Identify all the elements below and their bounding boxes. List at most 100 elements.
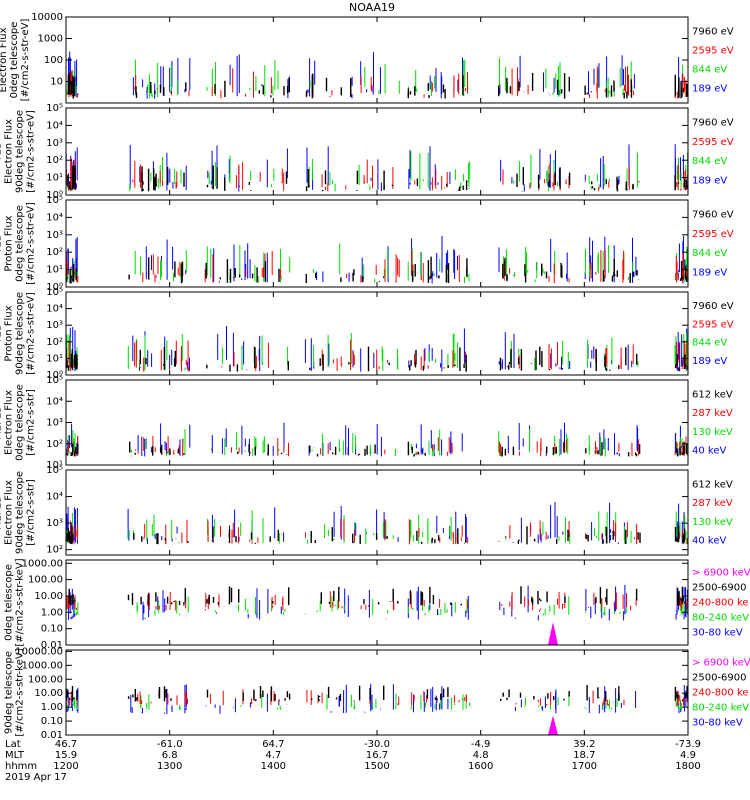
y-tick-label: 10⁵ bbox=[46, 375, 63, 386]
x-tick-label-mlt: 6.8 bbox=[162, 750, 178, 761]
x-tick-label-hhmm: 1200 bbox=[53, 761, 78, 772]
panel-5: 10⁵ 10⁴ 10³ 10² 10¹ MEPEDElectron Flux0deg te… bbox=[0, 375, 733, 471]
y-tick-label: 10² bbox=[46, 439, 63, 450]
y-tick-label: 10¹ bbox=[46, 353, 63, 364]
y-tick-label: 10000 bbox=[31, 12, 63, 23]
y-tick-label: 10¹ bbox=[46, 265, 63, 276]
figure-title: NOAA19 bbox=[349, 1, 395, 14]
y-tick-label: 10¹ bbox=[46, 460, 63, 471]
y-axis-label-line: [#/cm2-s-str-eV] bbox=[26, 110, 37, 193]
x-tick-label-hhmm: 1600 bbox=[468, 761, 493, 772]
y-tick-label: 10⁴ bbox=[46, 304, 63, 315]
legend-entry: > 6900 keV bbox=[692, 568, 750, 579]
y-tick-label: 10³ bbox=[46, 418, 63, 429]
panel-8: 10000.00 1000.00 100.00 10.00 1.00 0.10 0.01 90… bbox=[4, 646, 750, 741]
x-tick-label-hhmm: 1400 bbox=[261, 761, 286, 772]
y-tick-label: 10⁰ bbox=[46, 282, 63, 293]
y-tick-label: 1.00 bbox=[41, 702, 63, 713]
y-axis-label-line: TED bbox=[0, 141, 4, 162]
x-row-label: hhmm bbox=[5, 761, 37, 772]
y-tick-label: 10⁴ bbox=[46, 396, 63, 407]
legend-entry: 612 keV bbox=[692, 479, 733, 490]
y-tick-label: 10³ bbox=[46, 518, 63, 529]
legend-entry: 189 eV bbox=[692, 356, 727, 367]
y-axis-label-line: [#/cm2-s-str] bbox=[26, 479, 37, 546]
y-axis-label-line: Proton Flux bbox=[4, 305, 15, 361]
x-tick-label-lat: -73.9 bbox=[675, 739, 701, 750]
x-tick-label-lat: -4.9 bbox=[471, 739, 491, 750]
y-axis-label-line: [#/cm2-s-str-eV] bbox=[26, 202, 37, 285]
legend-entry: 2500-6900 bbox=[692, 673, 747, 684]
y-axis-label-line: Electron Flux bbox=[4, 480, 15, 545]
y-axis-label-line: Proton Flux bbox=[4, 215, 15, 271]
y-axis-label-line: 0deg telescope bbox=[15, 384, 26, 461]
y-tick-label: 10.00 bbox=[34, 591, 63, 602]
legend-entry: 844 eV bbox=[692, 156, 727, 167]
x-row-label: Lat bbox=[5, 739, 21, 750]
panel-7-data bbox=[66, 584, 688, 645]
panel-4: 10⁵ 10⁴ 10³ 10² 10¹ 10⁰ TEDProton Flux90deg te… bbox=[0, 287, 734, 381]
y-axis-label-line: [#/cm2-s-str-eV] bbox=[26, 292, 37, 375]
x-tick-label-mlt: 15.9 bbox=[55, 750, 77, 761]
y-tick-label: 10⁵ bbox=[46, 195, 63, 206]
panel-6: 10⁵ 10⁴ 10³ 10² MEPEDElectron Flux90deg tele… bbox=[0, 465, 733, 556]
legend-entry: 30-80 keV bbox=[692, 628, 743, 639]
legend-entry: 287 keV bbox=[692, 408, 733, 419]
x-tick-label-hhmm: 1800 bbox=[675, 761, 700, 772]
y-tick-label: 100 bbox=[44, 55, 63, 66]
y-axis-label-line: MEPED bbox=[0, 405, 4, 440]
x-tick-label-lat: 39.2 bbox=[573, 739, 595, 750]
legend-entry: 189 eV bbox=[692, 175, 727, 186]
y-axis-label-line: [#/cm2-s-str-keV] bbox=[15, 558, 26, 646]
y-axis-label: TEDProton Flux90deg telescope[#/cm2-s-st… bbox=[0, 292, 37, 375]
y-tick-label: 10000.00 bbox=[15, 646, 63, 657]
legend-entry: 7960 eV bbox=[692, 27, 734, 38]
date-label: 2019 Apr 17 bbox=[5, 772, 67, 783]
y-axis-label-line: 0deg telescope bbox=[15, 205, 26, 282]
y-tick-label: 10² bbox=[46, 247, 63, 258]
panel-1-data bbox=[66, 51, 688, 99]
y-axis-label: MEPEDElectron Flux90deg telescope[#/cm2-… bbox=[0, 471, 37, 554]
y-tick-label: 10⁰ bbox=[46, 190, 63, 201]
legend-entry: 80-240 keV bbox=[692, 613, 749, 624]
legend-entry: 40 keV bbox=[692, 536, 726, 547]
legend-entry: 2595 eV bbox=[692, 46, 734, 57]
y-axis-label-line: [#/cm2-s-str-keV] bbox=[15, 648, 26, 736]
y-axis-label-line: MEPED bbox=[0, 495, 4, 530]
y-axis-label-line: TED bbox=[0, 233, 4, 254]
x-tick-label-hhmm: 1300 bbox=[157, 761, 182, 772]
x-tick-label-mlt: 4.8 bbox=[473, 750, 489, 761]
x-tick-label-mlt: 16.7 bbox=[366, 750, 388, 761]
x-tick-label-mlt: 4.7 bbox=[265, 750, 281, 761]
legend-entry: 2595 eV bbox=[692, 137, 734, 148]
y-tick-label: 10⁴ bbox=[46, 212, 63, 223]
y-tick-label: 0.01 bbox=[41, 730, 63, 741]
panel-2: 10⁵ 10⁴ 10³ 10² 10¹ 10⁰ TEDElectron Flux90deg … bbox=[0, 103, 734, 201]
panel-7-mark bbox=[548, 622, 558, 645]
y-axis-label: 0deg telescope[#/cm2-s-str-keV] bbox=[4, 558, 26, 646]
y-tick-label: 1.00 bbox=[41, 607, 63, 618]
y-axis-label-line: 90deg telescope bbox=[15, 471, 26, 554]
y-tick-label: 10⁴ bbox=[46, 120, 63, 131]
y-axis-label: Electron Flux0deg telescope[#/cm2-s-str-… bbox=[0, 19, 31, 102]
panel-2-data bbox=[66, 144, 688, 192]
panel-2-frame bbox=[65, 107, 689, 196]
y-tick-label: 10¹ bbox=[46, 173, 63, 184]
legend-entry: 2500-6900 bbox=[692, 583, 747, 594]
y-tick-label: 10³ bbox=[46, 138, 63, 149]
legend-entry: 189 eV bbox=[692, 84, 727, 95]
legend-entry: 844 eV bbox=[692, 338, 727, 349]
y-tick-label: 10⁵ bbox=[46, 103, 63, 114]
legend-entry: 844 eV bbox=[692, 65, 727, 76]
y-axis-label-line: [#/cm2-s-str] bbox=[26, 389, 37, 456]
panel-5-data bbox=[66, 422, 688, 457]
x-tick-label-mlt: 4.9 bbox=[680, 750, 696, 761]
y-tick-label: 0.01 bbox=[41, 640, 63, 651]
legend-entry: 80-240 keV bbox=[692, 703, 749, 714]
x-tick-label-mlt: 18.7 bbox=[573, 750, 595, 761]
legend-entry: 7960 eV bbox=[692, 210, 734, 221]
x-tick-label-lat: 64.7 bbox=[262, 739, 284, 750]
y-axis-label-line: Electron Flux bbox=[4, 390, 15, 455]
y-tick-label: 10⁵ bbox=[46, 465, 63, 476]
y-tick-label: 100.00 bbox=[28, 575, 63, 586]
